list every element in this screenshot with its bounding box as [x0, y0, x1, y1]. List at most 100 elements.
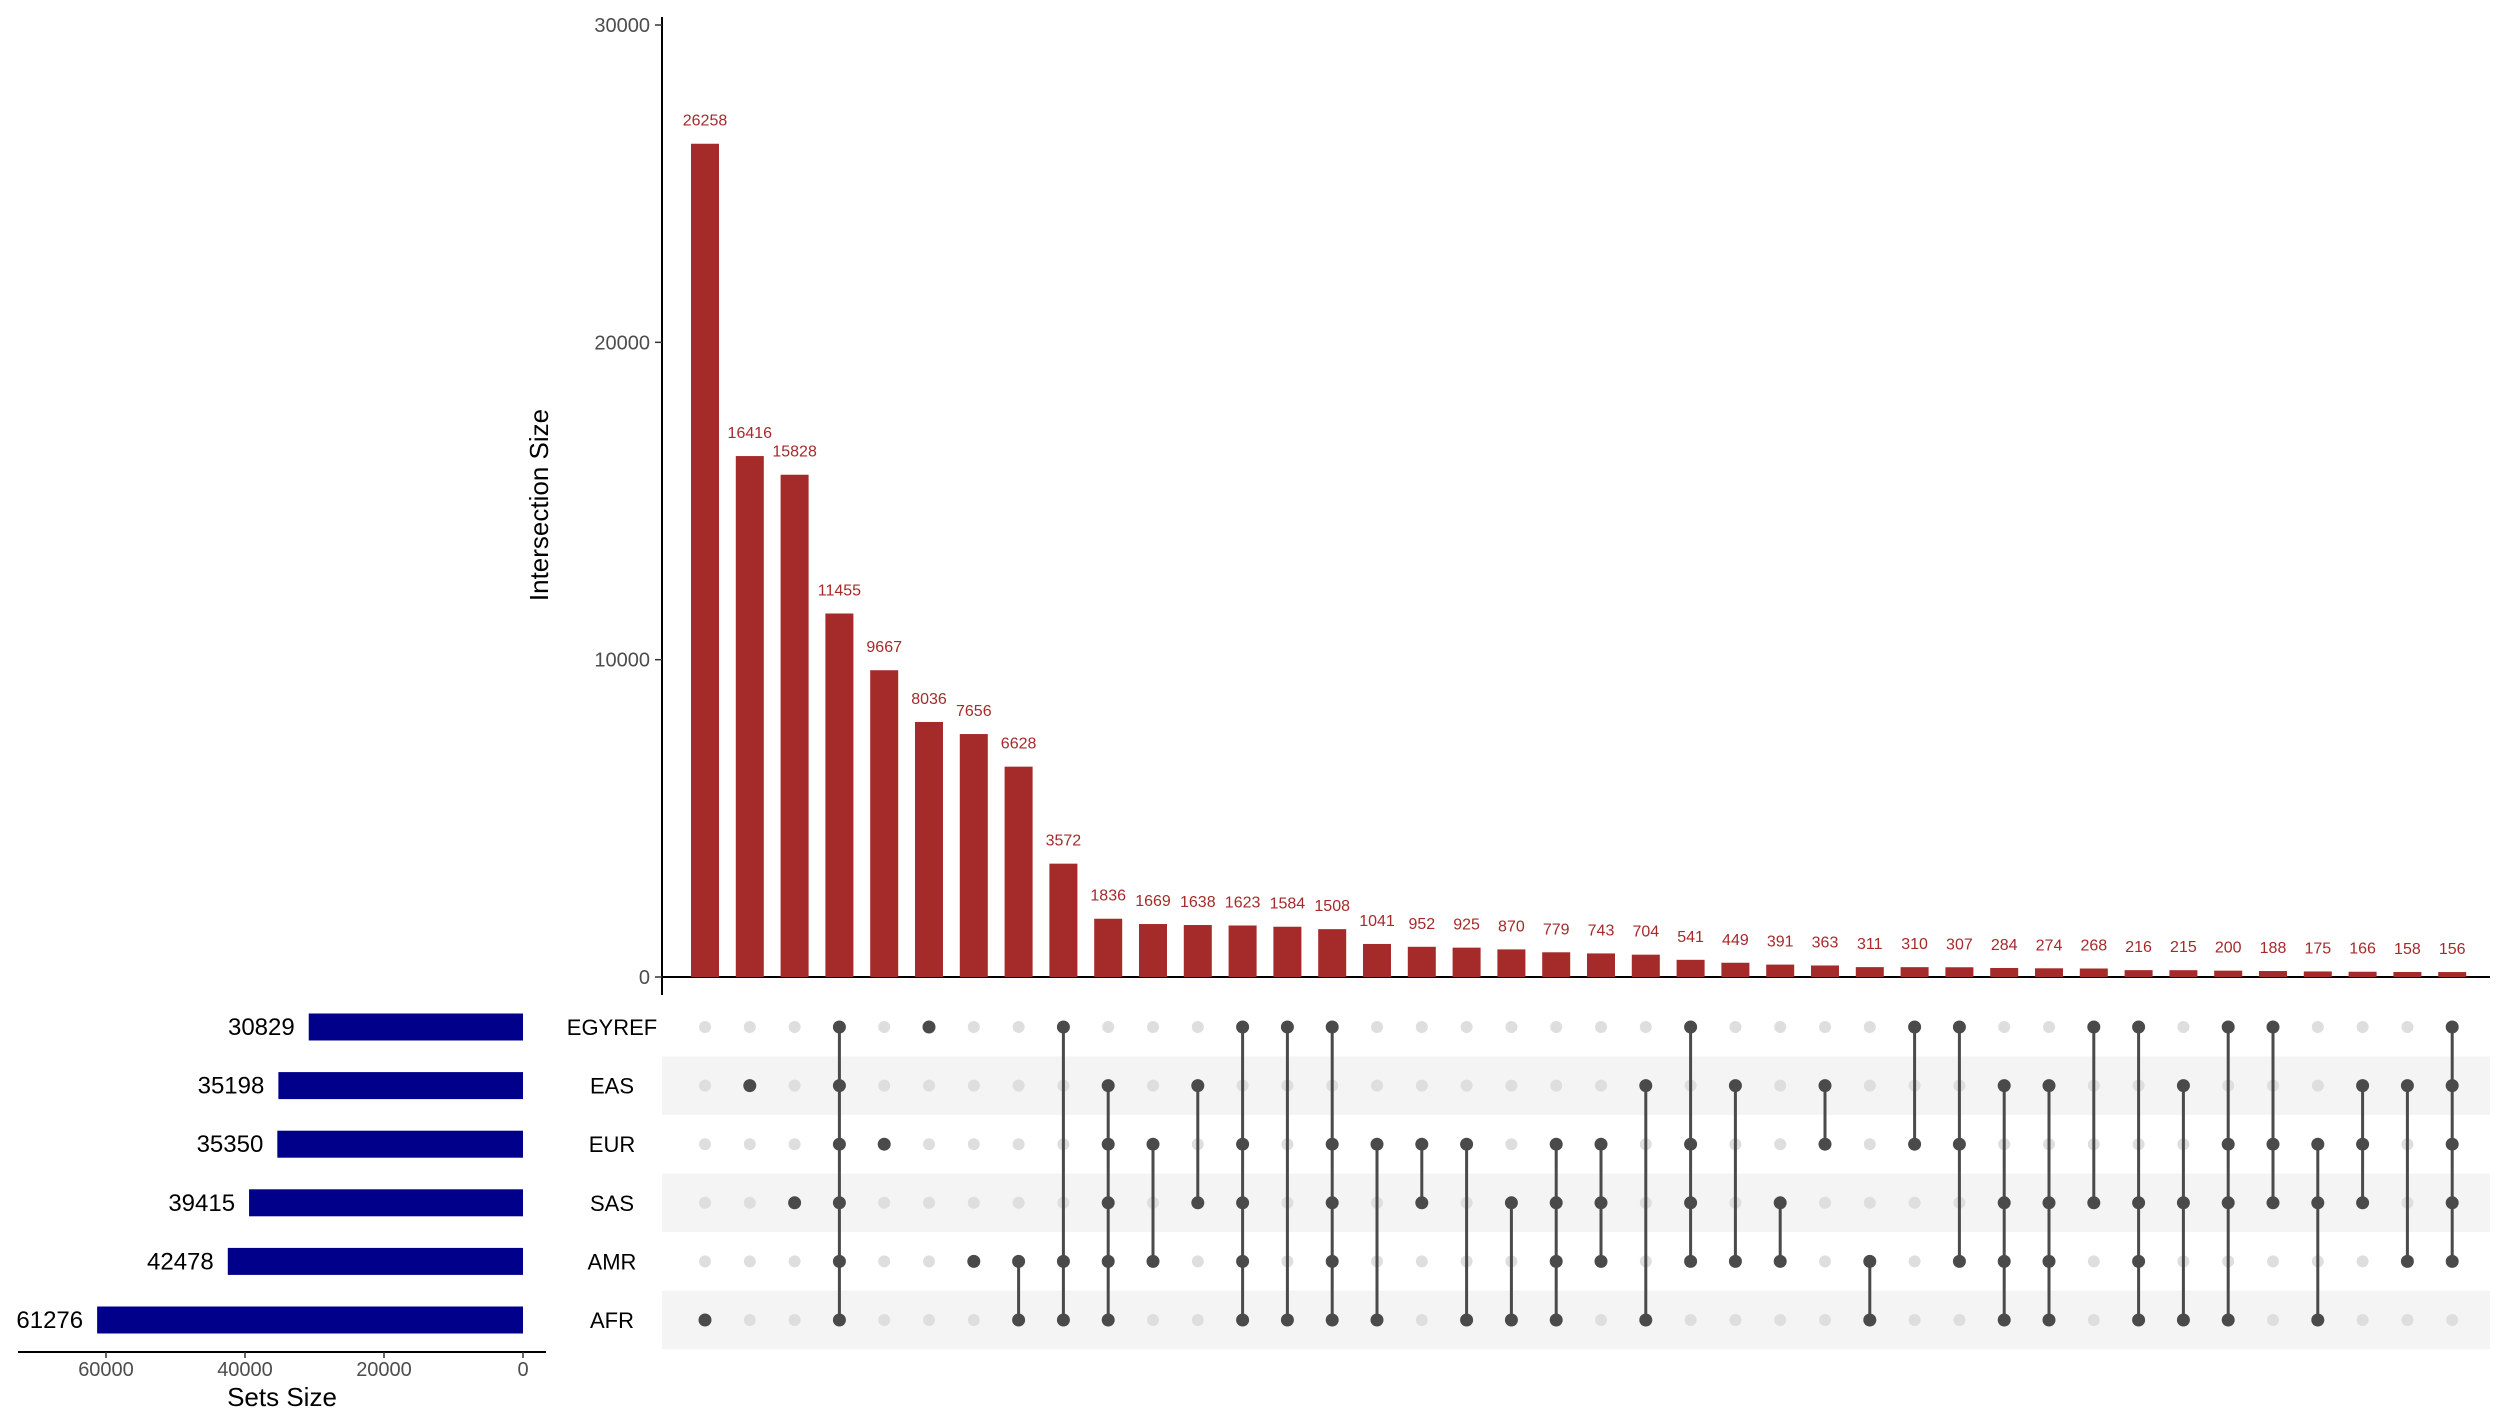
matrix-dot-active: [1504, 1313, 1518, 1327]
matrix-dot-active: [698, 1313, 712, 1327]
set-name-label: AMR: [588, 1249, 637, 1274]
intersection-bar-label: 1584: [1270, 896, 1306, 913]
intersection-bar-label: 870: [1498, 918, 1525, 935]
set-size-label: 42478: [147, 1248, 214, 1275]
matrix-dot-inactive: [2043, 1021, 2055, 1033]
matrix-dot-active: [2221, 1137, 2235, 1151]
matrix-dot-active: [1056, 1313, 1070, 1327]
intersection-bar-label: 1836: [1090, 888, 1126, 905]
matrix-dot-inactive: [2267, 1314, 2279, 1326]
intersection-bar: [825, 613, 854, 977]
matrix-dot-inactive: [1863, 1196, 1876, 1209]
matrix-stripe: [662, 1290, 2490, 1350]
matrix-dot-active: [2356, 1196, 2370, 1210]
intersection-bar-label: 1669: [1135, 893, 1171, 910]
intersection-bar-label: 1508: [1314, 898, 1350, 915]
intersection-bar: [1228, 925, 1257, 977]
intersection-bar: [2079, 968, 2108, 977]
matrix-dot-inactive: [743, 1196, 756, 1209]
matrix-dot-inactive: [743, 1255, 756, 1268]
matrix-dot-active: [2311, 1196, 2325, 1210]
set-size-bar: [308, 1013, 523, 1041]
matrix-dot-active: [1684, 1196, 1698, 1210]
intersection-bar: [1407, 946, 1436, 977]
matrix-dot-active: [1370, 1313, 1384, 1327]
matrix-dot-active: [2221, 1020, 2235, 1034]
matrix-dot-active: [2356, 1137, 2370, 1151]
y-tick-label: 0: [639, 967, 650, 989]
matrix-dot-active: [2042, 1196, 2056, 1210]
matrix-dot-inactive: [788, 1314, 801, 1326]
matrix-dot-inactive: [1415, 1255, 1428, 1268]
intersection-bar-label: 175: [2304, 940, 2331, 957]
set-size-bar: [97, 1306, 523, 1334]
set-axis-tick-label: 20000: [356, 1359, 412, 1381]
matrix-dot-active: [2356, 1079, 2370, 1093]
intersection-bar: [2214, 970, 2243, 977]
intersection-matrix: [698, 1020, 2459, 1327]
matrix-dot-active: [1997, 1079, 2011, 1093]
matrix-dot-active: [832, 1137, 846, 1151]
matrix-dot-active: [1101, 1313, 1115, 1327]
matrix-dot-inactive: [788, 1079, 801, 1092]
matrix-dot-inactive: [1415, 1021, 1428, 1033]
intersection-bar: [870, 670, 899, 977]
intersection-bar-label: 704: [1632, 924, 1659, 941]
matrix-dot-active: [2221, 1313, 2235, 1327]
intersection-bar-label: 11455: [818, 582, 861, 599]
matrix-dot-inactive: [1102, 1021, 1115, 1033]
matrix-dot-active: [1101, 1254, 1115, 1268]
matrix-dot-active: [1728, 1254, 1742, 1268]
matrix-dot-active: [1236, 1020, 1250, 1034]
matrix-dot-inactive: [1863, 1138, 1876, 1151]
matrix-dot-active: [2176, 1313, 2190, 1327]
intersection-bar-label: 274: [2036, 937, 2063, 954]
intersection-bar: [1452, 947, 1481, 977]
matrix-dot-active: [2221, 1196, 2235, 1210]
matrix-dot-inactive: [1595, 1079, 1607, 1092]
matrix-dot-inactive: [1550, 1079, 1563, 1092]
intersection-bar-label: 6628: [1001, 736, 1037, 753]
matrix-dot-inactive: [788, 1138, 801, 1151]
set-name-label: SAS: [590, 1191, 634, 1216]
matrix-dot-active: [1325, 1137, 1339, 1151]
matrix-dot-active: [1684, 1254, 1698, 1268]
matrix-dot-inactive: [2446, 1314, 2459, 1326]
matrix-dot-active: [1594, 1254, 1608, 1268]
matrix-dot-active: [1818, 1079, 1832, 1093]
matrix-dot-inactive: [923, 1196, 935, 1209]
intersection-bar: [1094, 918, 1123, 977]
matrix-dot-active: [1549, 1196, 1563, 1210]
intersection-bar-label: 391: [1767, 934, 1794, 951]
matrix-dot-active: [1952, 1137, 1966, 1151]
matrix-dot-inactive: [1550, 1021, 1563, 1033]
matrix-dot-active: [2042, 1079, 2056, 1093]
matrix-row-stripes: [662, 1056, 2490, 1350]
intersection-bar: [1273, 926, 1302, 977]
matrix-dot-inactive: [2177, 1021, 2190, 1033]
matrix-dot-active: [1325, 1020, 1339, 1034]
matrix-dot-inactive: [1595, 1314, 1607, 1326]
intersection-bar: [915, 721, 943, 977]
matrix-dot-active: [2266, 1196, 2280, 1210]
matrix-dot-active: [1146, 1137, 1160, 1151]
matrix-dot-active: [967, 1254, 981, 1268]
matrix-dot-inactive: [1191, 1021, 1204, 1033]
intersection-bar-label: 1638: [1180, 894, 1216, 911]
set-name-label: EUR: [589, 1132, 635, 1157]
matrix-dot-inactive: [967, 1021, 980, 1033]
matrix-dot-inactive: [2356, 1314, 2369, 1326]
set-name-label: EGYREF: [567, 1015, 657, 1040]
set-size-bars: 30829 35198 35350 39415 42478 61276: [16, 1013, 524, 1334]
intersection-bar-label: 1623: [1225, 894, 1261, 911]
set-axis-tick-label: 60000: [78, 1359, 134, 1381]
intersection-bar-label: 7656: [956, 703, 992, 720]
matrix-dot-active: [1684, 1020, 1698, 1034]
matrix-dot-inactive: [788, 1021, 801, 1033]
matrix-dot-inactive: [1415, 1079, 1428, 1092]
matrix-dot-active: [832, 1313, 846, 1327]
intersection-bar: [1497, 949, 1526, 977]
matrix-dot-inactive: [1191, 1314, 1204, 1326]
set-name-label: EAS: [590, 1074, 634, 1099]
intersection-bar: [959, 734, 988, 977]
